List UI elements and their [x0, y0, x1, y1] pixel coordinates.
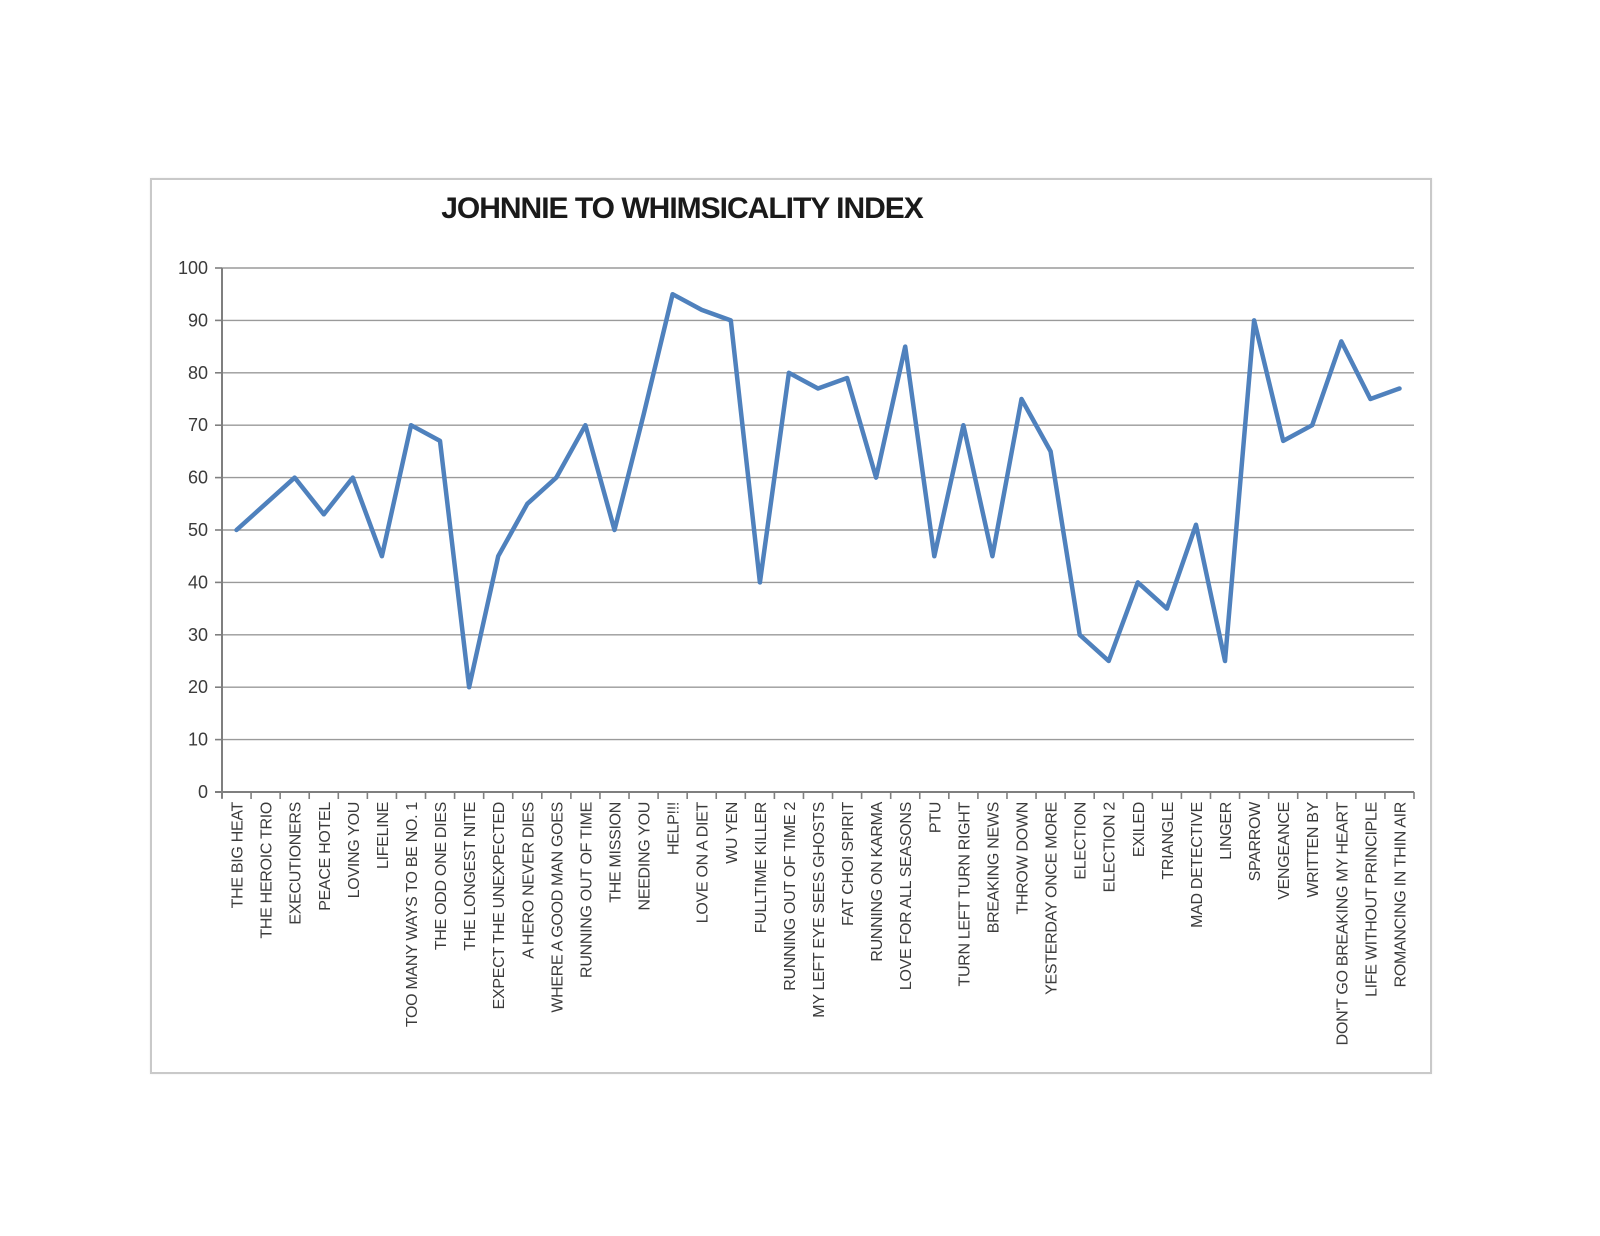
- line-chart: 0 10 20 30 40 50 60 70 80 90 100 THE BIG HEAT THE HE…: [178, 258, 1415, 1045]
- x-category-label: MY LEFT EYE SEES GHOSTS: [811, 802, 828, 1018]
- chart-frame: JOHNNIE TO WHIMSICALITY INDEX 0 10 20 30 40 5…: [150, 178, 1432, 1074]
- x-category-label: TRIANGLE: [1160, 802, 1177, 880]
- x-category-label: WRITTEN BY: [1305, 801, 1322, 897]
- y-tick-label: 0: [198, 782, 208, 802]
- y-tick-label: 30: [188, 625, 208, 645]
- x-category-label: WU YEN: [724, 802, 741, 864]
- x-category-label: THE BIG HEAT: [230, 801, 247, 908]
- x-category-label: PTU: [927, 802, 944, 833]
- y-tick-label: 70: [188, 415, 208, 435]
- y-tick-label: 80: [188, 363, 208, 383]
- x-category-label: EXECUTIONERS: [288, 802, 305, 925]
- x-category-label: HELP!!!: [666, 802, 683, 855]
- data-line-series: [234, 291, 1402, 690]
- x-category-label: DON'T GO BREAKING MY HEART: [1334, 801, 1351, 1045]
- y-tick-label: 60: [188, 468, 208, 488]
- x-category-label: EXILED: [1131, 802, 1148, 857]
- x-category-label: LIFELINE: [375, 802, 392, 869]
- y-tick-label: 40: [188, 572, 208, 592]
- x-category-label: YESTERDAY ONCE MORE: [1044, 802, 1061, 995]
- x-category-label: LOVE FOR ALL SEASONS: [898, 802, 915, 990]
- x-category-label: THE HEROIC TRIO: [259, 802, 276, 939]
- x-category-label: THE MISSION: [608, 802, 625, 903]
- x-category-label: WHERE A GOOD MAN GOES: [549, 802, 566, 1013]
- x-category-label: EXPECT THE UNEXPECTED: [491, 802, 508, 1009]
- x-category-label: FAT CHOI SPIRIT: [840, 801, 857, 925]
- x-category-label: RUNNING OUT OF TIME 2: [782, 802, 799, 991]
- x-category-label: MAD DETECTIVE: [1189, 802, 1206, 928]
- x-category-label: ELECTION 2: [1102, 802, 1119, 893]
- y-tick-label: 50: [188, 520, 208, 540]
- y-tick-label: 10: [188, 730, 208, 750]
- x-category-label: THE LONGEST NITE: [462, 802, 479, 951]
- x-category-label: A HERO NEVER DIES: [520, 802, 537, 959]
- x-category-label: LINGER: [1218, 802, 1235, 860]
- y-tick-label: 20: [188, 677, 208, 697]
- x-category-label: TURN LEFT TURN RIGHT: [956, 801, 973, 986]
- x-category-label: LOVING YOU: [346, 802, 363, 898]
- x-category-label: LIFE WITHOUT PRINCIPLE: [1363, 802, 1380, 997]
- x-category-label: ELECTION: [1073, 802, 1090, 880]
- x-category-label: TOO MANY WAYS TO BE NO. 1: [404, 802, 421, 1028]
- x-category-label: SPARROW: [1247, 801, 1264, 882]
- x-category-label: BREAKING NEWS: [985, 802, 1002, 933]
- x-category-label: LOVE ON A DIET: [695, 801, 712, 923]
- x-category-label: NEEDING YOU: [637, 802, 654, 910]
- x-category-label: VENGEANCE: [1276, 802, 1293, 900]
- x-category-label: FULLTIME KILLER: [753, 802, 770, 933]
- x-category-label: ROMANCING IN THIN AIR: [1393, 802, 1410, 987]
- y-tick-label: 100: [178, 258, 208, 278]
- x-category-label: RUNNING ON KARMA: [869, 801, 886, 961]
- x-category-label: THE ODD ONE DIES: [433, 802, 450, 950]
- x-category-label: RUNNING OUT OF TIME: [578, 802, 595, 978]
- y-tick-label: 90: [188, 310, 208, 330]
- x-category-label: THROW DOWN: [1015, 802, 1032, 915]
- chart-title: JOHNNIE TO WHIMSICALITY INDEX: [441, 192, 924, 225]
- x-category-label: PEACE HOTEL: [317, 802, 334, 911]
